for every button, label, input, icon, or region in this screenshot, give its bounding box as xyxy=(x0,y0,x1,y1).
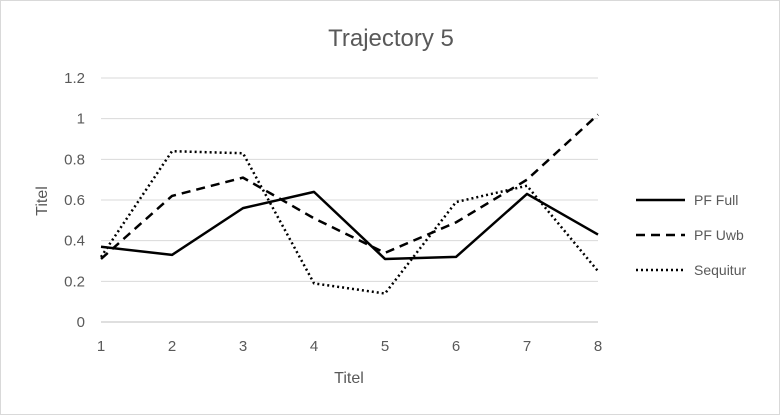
x-tick-label: 5 xyxy=(381,338,389,355)
legend-label: PF Uwb xyxy=(694,227,744,243)
chart-title: Trajectory 5 xyxy=(328,25,454,52)
series-line-pf-uwb xyxy=(100,113,599,260)
y-tick-label: 0.4 xyxy=(64,233,85,250)
x-tick-label: 1 xyxy=(97,338,105,355)
legend-label: PF Full xyxy=(694,192,738,208)
x-tick-label: 3 xyxy=(239,338,247,355)
y-tick-label: 0.8 xyxy=(64,151,85,168)
series-line-sequitur xyxy=(99,149,599,295)
x-tick-label: 2 xyxy=(168,338,176,355)
y-tick-label: 1 xyxy=(77,111,85,128)
series-line-pf-full xyxy=(100,190,599,261)
legend-label: Sequitur xyxy=(694,262,746,278)
gridlines xyxy=(101,77,598,323)
legend: PF Full PF Uwb Sequitur xyxy=(636,192,746,278)
series-lines xyxy=(99,113,599,295)
x-axis-label: Titel xyxy=(334,370,364,387)
y-tick-label: 0 xyxy=(77,314,85,331)
x-tick-label: 6 xyxy=(452,338,460,355)
y-tick-label: 1.2 xyxy=(64,70,85,87)
x-tick-label: 4 xyxy=(310,338,318,355)
x-axis-ticks: 1 2 3 4 5 6 7 8 xyxy=(97,338,602,355)
y-axis-ticks: 0 0.2 0.4 0.6 0.8 1 1.2 xyxy=(64,70,85,331)
y-axis-label: Titel xyxy=(34,186,51,216)
y-tick-label: 0.6 xyxy=(64,192,85,209)
x-tick-label: 8 xyxy=(594,338,602,355)
x-tick-label: 7 xyxy=(523,338,531,355)
y-tick-label: 0.2 xyxy=(64,273,85,290)
